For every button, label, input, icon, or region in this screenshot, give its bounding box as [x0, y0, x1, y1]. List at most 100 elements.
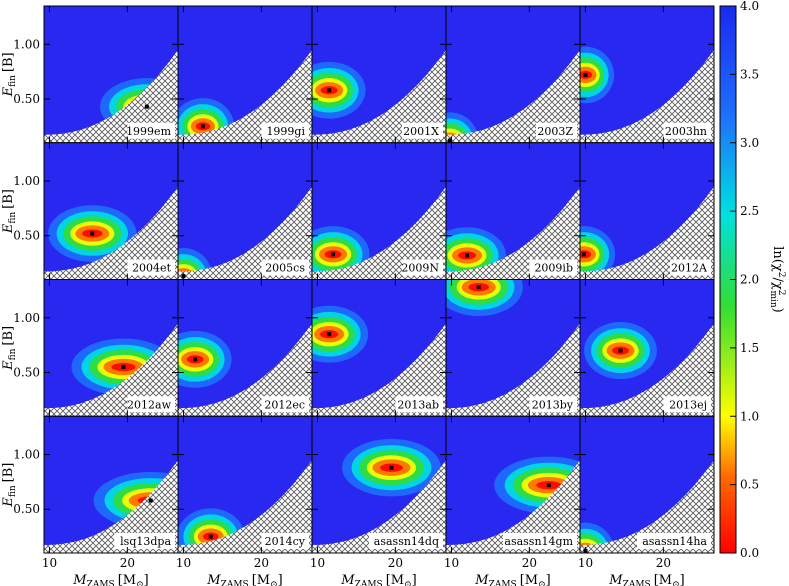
x-tick-label: 20 — [656, 556, 671, 570]
sn-label-box — [127, 259, 175, 276]
best-fit-marker — [447, 138, 452, 143]
best-fit-marker — [208, 534, 213, 539]
colorbar-tick-label: 2.0 — [740, 273, 759, 287]
best-fit-marker — [389, 465, 394, 470]
sn-label-box — [395, 396, 443, 413]
excluded-region — [580, 460, 714, 553]
sn-label: 2009N — [401, 262, 439, 275]
excluded-region — [580, 323, 714, 417]
sn-label: 2012ec — [264, 398, 305, 411]
colorbar-label: ln(χ2/χ2min) — [768, 246, 786, 313]
best-fit-marker — [331, 252, 336, 257]
best-fit-marker — [200, 124, 205, 129]
panel-2012A: 2012A — [579, 142, 715, 280]
best-fit-marker — [618, 348, 623, 353]
excluded-region — [446, 460, 580, 553]
sn-label-box — [127, 122, 175, 139]
colorbar-tick-label: 0.0 — [740, 546, 759, 560]
panel-asassn14dq: asassn14dq — [311, 415, 447, 554]
sn-label: 2003Z — [537, 125, 573, 138]
panel-2004et: 2004et — [43, 142, 179, 280]
sn-label-box — [261, 533, 309, 549]
excluded-region — [178, 186, 312, 280]
colorbar-tick-label: 2.5 — [740, 204, 759, 218]
y-tick-label: 1.00 — [13, 448, 40, 462]
y-axis-label: Efin[B] — [1, 463, 18, 508]
sn-label: 2009ib — [534, 262, 573, 275]
sn-label: 1999gi — [266, 125, 305, 138]
panel-asassn14ha: asassn14ha — [579, 415, 715, 554]
excluded-region — [44, 50, 178, 143]
panel-2009ib: 2009ib — [445, 142, 581, 280]
excluded-region — [178, 460, 312, 553]
sn-label: 2013ab — [397, 398, 439, 411]
best-fit-marker — [327, 332, 332, 337]
excluded-region — [44, 186, 178, 280]
sn-label: asassn14gm — [504, 535, 573, 548]
y-axis-label: Efin[B] — [1, 189, 18, 234]
sn-label: 2005cs — [265, 262, 305, 275]
panel-2014cy: 2014cy — [177, 415, 313, 554]
x-axis-label: MZAMS [M⊙] — [72, 573, 148, 586]
sn-label: 2012aw — [127, 398, 172, 411]
panel-2013ab: 2013ab — [311, 279, 447, 417]
sn-label: 2013by — [532, 398, 574, 411]
y-tick-label: 0.50 — [13, 229, 40, 243]
panel-2013by: 2013by — [445, 279, 581, 417]
x-axis-label: MZAMS [M⊙] — [608, 573, 684, 586]
sn-label-box — [402, 259, 443, 276]
x-axis-label: MZAMS [M⊙] — [206, 573, 282, 586]
y-tick-label: 0.50 — [13, 365, 40, 379]
sn-label: 2013ej — [669, 398, 707, 411]
colorbar-tick-label: 1.5 — [740, 341, 759, 355]
excluded-region — [178, 50, 312, 143]
excluded-region — [580, 50, 714, 143]
x-tick-label: 20 — [254, 556, 269, 570]
excluded-region — [446, 323, 580, 417]
sn-label: 2014cy — [265, 535, 306, 548]
sn-label-box — [114, 533, 175, 549]
sn-label: 2001X — [403, 125, 439, 138]
x-axis-label: MZAMS [M⊙] — [474, 573, 550, 586]
x-tick-label: 10 — [42, 556, 57, 570]
panel-2005cs: 2005cs — [177, 142, 313, 280]
sn-label: asassn14ha — [642, 535, 707, 548]
sn-label: 2003hn — [665, 125, 707, 138]
panel-1999gi: 1999gi — [177, 5, 313, 144]
panel-asassn14gm: asassn14gm — [445, 415, 581, 554]
panel-2012aw: 2012aw — [43, 279, 179, 417]
excluded-region — [44, 323, 178, 417]
excluded-region — [312, 50, 446, 143]
y-tick-label: 1.00 — [13, 174, 40, 188]
excluded-region — [580, 186, 714, 280]
y-axis-label: Efin[B] — [1, 52, 18, 97]
panel-1999em: 1999em — [43, 5, 179, 144]
sn-label-box — [637, 533, 711, 549]
sn-label: lsq13dpa — [120, 535, 171, 548]
panel-2003Z: 2003Z — [445, 5, 581, 144]
sn-label-box — [127, 396, 175, 413]
excluded-region — [312, 186, 446, 280]
y-tick-label: 1.00 — [13, 311, 40, 325]
y-tick-label: 1.00 — [13, 37, 40, 51]
y-axis-label: Efin[B] — [1, 326, 18, 371]
sn-label-box — [369, 533, 443, 549]
x-tick-label: 20 — [522, 556, 537, 570]
x-tick-label: 10 — [310, 556, 325, 570]
colorbar-tick-label: 4.0 — [740, 0, 759, 13]
sn-label-box — [536, 122, 577, 139]
excluded-region — [312, 460, 446, 553]
sn-label-box — [402, 122, 443, 139]
best-fit-marker — [327, 88, 332, 93]
sn-label-box — [663, 122, 711, 139]
colorbar-tick-label: 1.0 — [740, 409, 759, 423]
sn-label: 2012A — [671, 262, 708, 275]
colorbar-tick-label: 3.0 — [740, 136, 759, 150]
x-tick-label: 10 — [176, 556, 191, 570]
panel-lsq13dpa: lsq13dpa — [43, 415, 179, 554]
panel-2012ec: 2012ec — [177, 279, 313, 417]
sn-label-box — [261, 122, 309, 139]
panel-2013ej: 2013ej — [579, 279, 715, 417]
panel-frame — [579, 415, 715, 554]
best-fit-marker — [465, 253, 470, 258]
